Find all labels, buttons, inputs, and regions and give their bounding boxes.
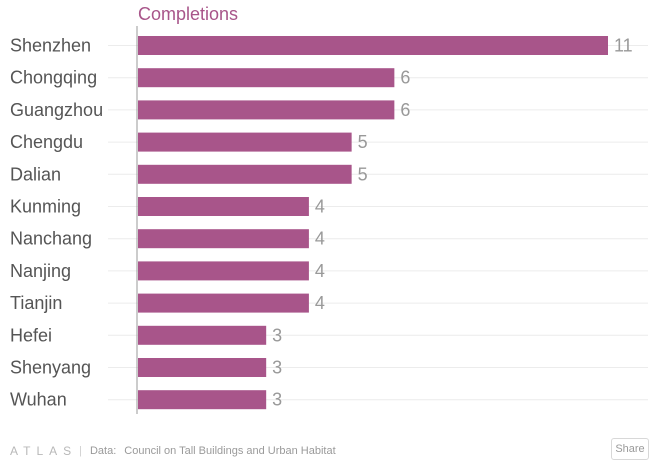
value-label-hefei: 3 [272,325,282,345]
footer-separator: | [79,445,82,457]
value-label-guangzhou: 6 [400,100,410,120]
value-label-nanchang: 4 [315,229,325,249]
bar-tianjin[interactable] [138,293,309,313]
category-label-hefei: Hefei [10,325,52,345]
bar-nanjing[interactable] [138,261,309,281]
category-label-wuhan: Wuhan [10,390,67,410]
value-label-dalian: 5 [358,164,368,184]
chart-title: Completions [138,4,238,24]
bar-shenyang[interactable] [138,358,267,377]
bar-kunming[interactable] [138,197,309,216]
category-label-shenyang: Shenyang [10,358,91,378]
bar-chart: Shenzhen Chongqing Guangzhou Chengdu Dalian K… [10,4,648,414]
category-label-nanjing: Nanjing [10,261,71,281]
category-label-tianjin: Tianjin [10,293,62,313]
bar-chengdu[interactable] [138,132,352,152]
value-label-shenzhen: 11 [614,36,633,56]
value-label-chengdu: 5 [358,132,368,152]
category-label-chongqing: Chongqing [10,68,97,88]
data-label: Data: [89,445,117,457]
value-label-kunming: 4 [315,197,325,217]
category-labels: Shenzhen Chongqing Guangzhou Chengdu Dalian K… [10,36,103,410]
category-label-guangzhou: Guangzhou [10,100,103,120]
bar-nanchang[interactable] [138,229,309,249]
footer: ATLAS | Data: Council on Tall Buildings … [10,441,336,461]
bar-hefei[interactable] [138,325,267,345]
value-label-chongqing: 6 [400,68,410,88]
bar-shenzhen[interactable] [138,36,608,55]
atlas-logo: ATLAS [10,444,78,458]
bar-dalian[interactable] [138,164,352,184]
value-label-nanjing: 4 [315,261,325,281]
bar-chongqing[interactable] [138,68,395,88]
value-label-shenyang: 3 [272,358,282,378]
value-label-wuhan: 3 [272,390,282,410]
data-source: Council on Tall Buildings and Urban Habi… [124,445,336,457]
category-label-chengdu: Chengdu [10,132,83,152]
value-label-tianjin: 4 [315,293,325,313]
category-label-shenzhen: Shenzhen [10,36,91,56]
bar-wuhan[interactable] [138,390,267,410]
value-labels: 11 6 6 5 5 4 4 4 4 3 3 3 [272,36,633,410]
bar-guangzhou[interactable] [138,100,395,120]
category-label-nanchang: Nanchang [10,229,92,249]
category-label-kunming: Kunming [10,197,81,217]
category-label-dalian: Dalian [10,164,61,184]
share-button[interactable]: Share [611,438,649,460]
grid-lines [108,45,648,401]
bars [138,36,608,410]
